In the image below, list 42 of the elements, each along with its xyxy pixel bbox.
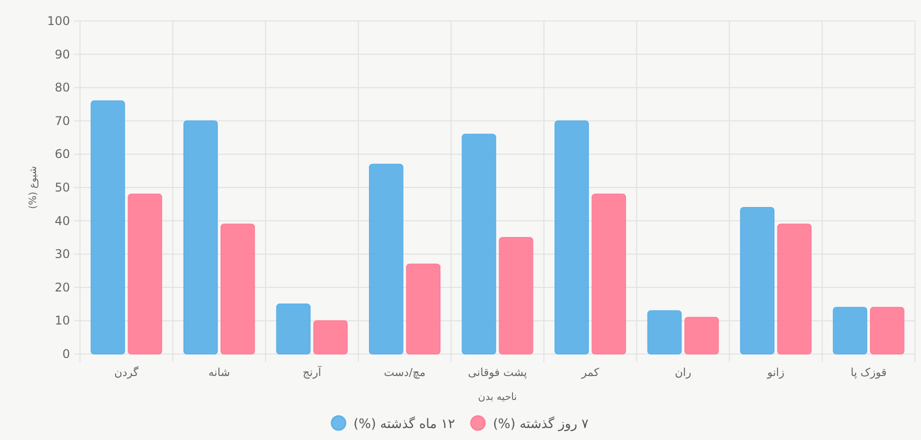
bar — [740, 206, 774, 354]
x-tick-label: ران — [674, 366, 692, 379]
legend-label: ۷ روز گذشته (%) — [492, 416, 588, 432]
bar — [462, 134, 496, 354]
x-tick-label: گردن — [114, 366, 140, 379]
bar — [832, 306, 868, 354]
x-tick-label: شانه — [208, 366, 230, 379]
bar — [870, 306, 904, 354]
bar — [313, 320, 348, 354]
y-tick-label: 50 — [54, 180, 70, 194]
x-tick-label: کمر — [580, 366, 600, 379]
bar — [647, 310, 682, 354]
y-tick-label: 0 — [62, 347, 70, 361]
bar — [684, 316, 719, 354]
bar — [276, 304, 311, 354]
y-tick-label: 90 — [54, 47, 70, 62]
bar — [498, 236, 534, 354]
bar — [592, 194, 626, 354]
x-tick-label: پشت فوقانی — [468, 366, 527, 379]
y-axis-title: شیوع (%) — [28, 166, 39, 210]
bar — [777, 224, 812, 354]
y-tick-label: 20 — [54, 280, 70, 294]
x-tick-label: مچ/دست — [384, 366, 426, 379]
y-tick-label: 70 — [54, 114, 70, 128]
x-tick-label: زانو — [766, 366, 784, 379]
x-tick-label: آرنج — [302, 365, 322, 379]
bar — [554, 120, 589, 354]
y-tick-label: 30 — [54, 247, 70, 262]
y-tick-label: 80 — [54, 80, 70, 95]
x-tick-label: قوزک پا — [850, 366, 887, 379]
bar — [220, 224, 255, 354]
y-tick-label: 100 — [47, 14, 70, 28]
x-axis-title: ناحیه بدن — [478, 392, 517, 403]
legend-label: ۱۲ ماه گذشته (%) — [354, 416, 455, 432]
y-tick-label: 10 — [54, 314, 70, 328]
bar — [128, 194, 162, 354]
bar — [90, 100, 126, 354]
bar — [406, 264, 440, 354]
bar — [368, 164, 404, 354]
y-tick-label: 40 — [54, 214, 70, 228]
bar — [183, 120, 218, 354]
y-tick-label: 60 — [54, 147, 70, 162]
